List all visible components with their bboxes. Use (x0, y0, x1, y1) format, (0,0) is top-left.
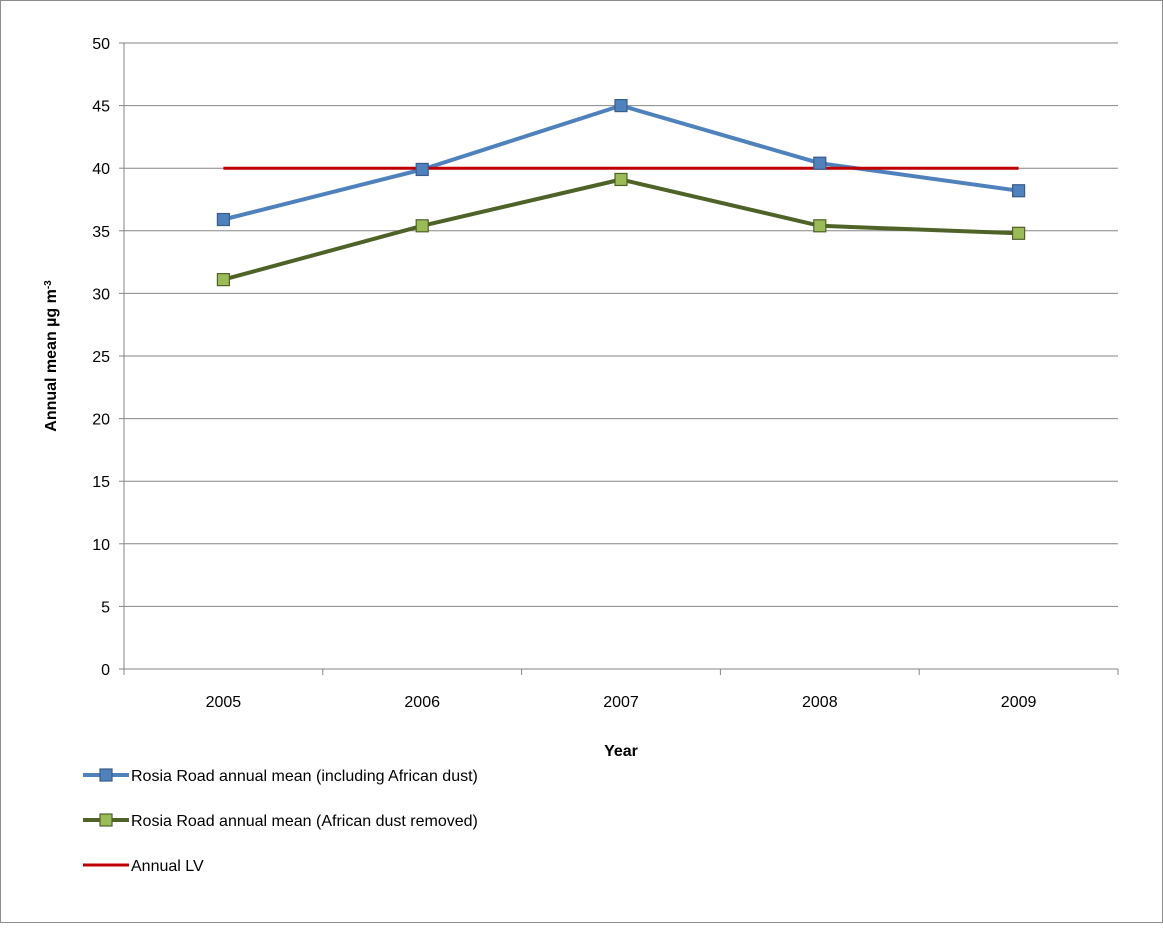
x-tick-label: 2006 (404, 694, 440, 711)
legend-label-1: Rosia Road annual mean (African dust rem… (131, 813, 478, 830)
data-point-0-4 (1011, 184, 1026, 198)
legend-label-0: Rosia Road annual mean (including Africa… (131, 768, 478, 785)
axis-labels: 0 5 10 15 20 25 30 35 40 45 50 2005 2006 2007 2008 2009… (43, 36, 1037, 760)
y-tick-label: 30 (92, 286, 110, 303)
data-point-1-4 (1011, 226, 1026, 240)
x-tick-label: 2009 (1001, 694, 1037, 711)
data-point-0-2 (614, 98, 628, 113)
data-point-1-3 (813, 219, 827, 233)
y-tick-label: 25 (92, 349, 110, 366)
y-tick-label: 15 (92, 474, 110, 491)
data-point-1-2 (614, 172, 628, 187)
y-tick-label: 50 (92, 36, 110, 53)
y-tick-label: 45 (92, 99, 110, 116)
y-tick-label: 0 (101, 662, 110, 679)
series-markers (216, 98, 1026, 287)
legend: Rosia Road annual mean (including Africa… (83, 768, 478, 875)
x-tick-label: 2008 (802, 694, 838, 711)
x-tick-label: 2007 (603, 694, 639, 711)
data-point-1-0 (216, 273, 230, 287)
gridlines (124, 42, 1118, 607)
series-lines (222, 103, 1019, 282)
y-tick-label: 40 (92, 161, 110, 178)
x-tick-label: 2005 (206, 694, 242, 711)
series-line-1 (222, 177, 1019, 282)
data-point-0-1 (415, 162, 429, 177)
y-tick-label: 35 (92, 224, 110, 241)
data-point-0-0 (216, 212, 230, 227)
axes (119, 42, 1119, 675)
legend-label-2: Annual LV (131, 858, 204, 875)
y-tick-label: 5 (101, 599, 110, 616)
series-line-0 (222, 103, 1019, 222)
y-axis-title: Annual mean µg m-3 (43, 280, 61, 432)
data-point-0-3 (813, 156, 827, 170)
x-axis-title: Year (604, 743, 638, 760)
y-tick-label: 20 (92, 412, 110, 429)
y-tick-label: 10 (92, 537, 110, 554)
legend-swatch-marker-0 (99, 768, 113, 782)
legend-swatch-marker-1 (99, 813, 113, 827)
data-point-1-1 (415, 219, 429, 233)
